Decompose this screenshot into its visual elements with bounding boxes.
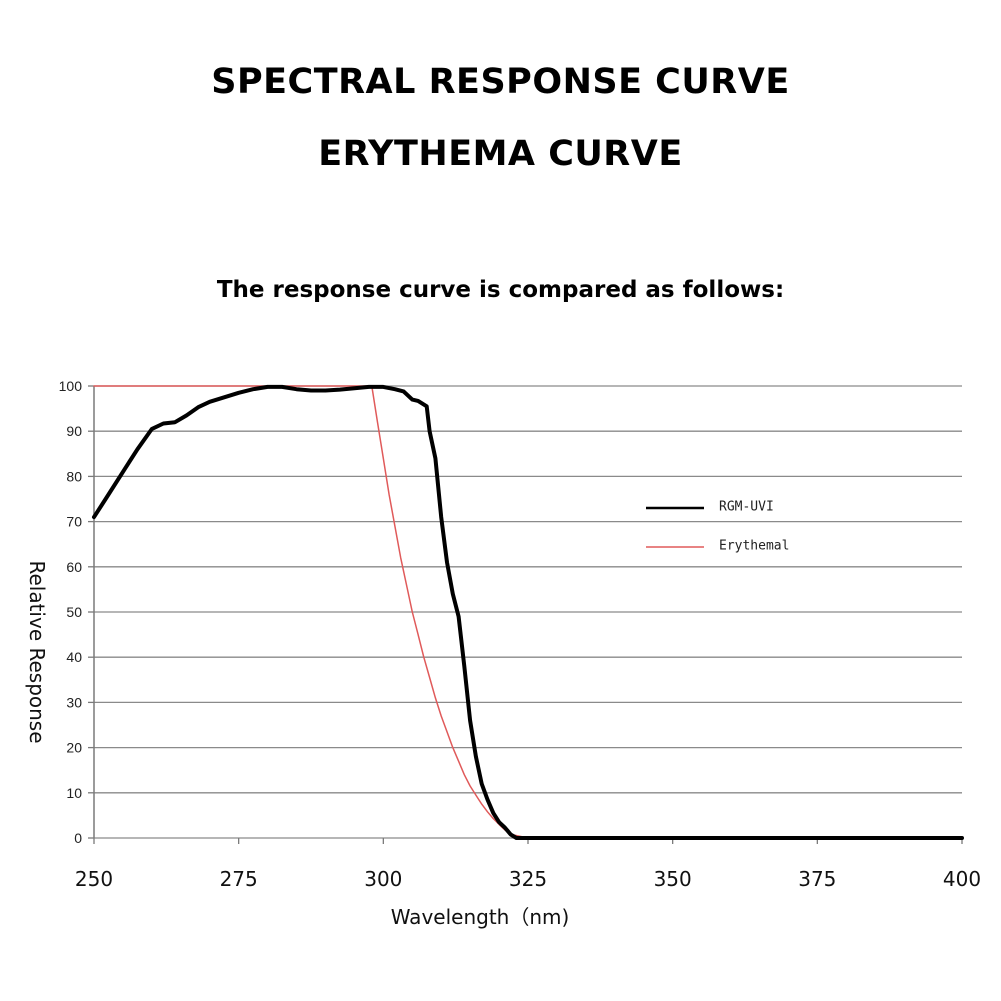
chart-subtitle: The response curve is compared as follow… (216, 277, 785, 303)
grid (88, 385, 963, 844)
x-axis-label: Wavelength（nm) (391, 905, 570, 929)
y-tick-label: 30 (66, 694, 82, 710)
x-tick-label: 250 (75, 867, 113, 891)
y-tick-label: 90 (66, 423, 82, 439)
x-tick-label: 400 (943, 867, 981, 891)
y-tick-label: 80 (66, 468, 82, 484)
y-tick-label: 70 (66, 514, 82, 530)
y-tick-label: 10 (66, 785, 82, 801)
x-tick-label: 375 (798, 867, 836, 891)
chart-title-line1: SPECTRAL RESPONSE CURVE (211, 62, 790, 102)
x-tick-label: 275 (220, 867, 258, 891)
y-tick-label: 40 (66, 649, 82, 665)
x-tick-label: 325 (509, 867, 547, 891)
legend-label: Erythemal (719, 539, 789, 554)
series-lines (92, 384, 964, 840)
legend: RGM-UVI Erythemal (646, 500, 789, 554)
y-tick-label: 100 (59, 378, 83, 394)
y-tick-label: 50 (66, 604, 82, 620)
series-line-rgm-uvi (92, 384, 964, 840)
x-tick-label: 300 (364, 867, 402, 891)
legend-label: RGM-UVI (719, 500, 774, 515)
y-tick-label: 20 (66, 740, 82, 756)
y-tick-label: 60 (66, 559, 82, 575)
chart-title-line2: ERYTHEMA CURVE (318, 134, 683, 174)
y-tick-label: 0 (74, 830, 82, 846)
x-tick-label: 350 (654, 867, 692, 891)
y-axis-label: Relative Response (25, 560, 49, 743)
x-tick-labels: 250 275 300 325 350 375 400 (75, 867, 981, 891)
y-tick-labels: 0 10 20 30 40 50 60 70 80 90 100 (59, 378, 83, 846)
